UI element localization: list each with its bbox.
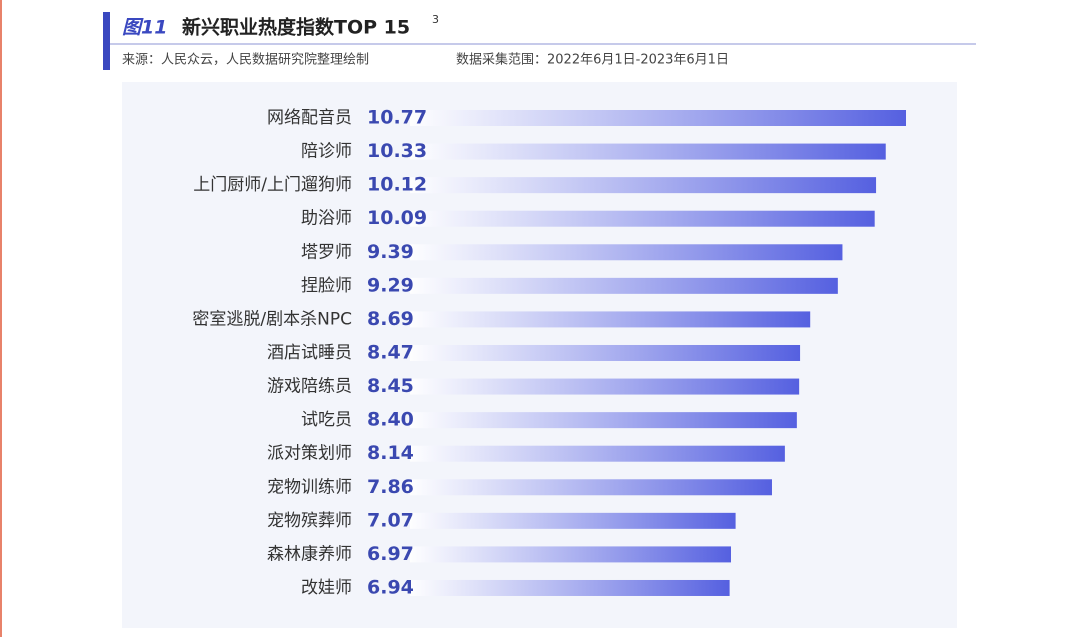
category-label: 森林康养师 <box>267 544 352 564</box>
value-label: 6.97 <box>367 543 414 565</box>
category-label: 助浴师 <box>301 209 352 229</box>
bar <box>410 378 800 395</box>
category-label: 网络配音员 <box>267 108 352 128</box>
value-label: 8.45 <box>367 375 414 397</box>
bar <box>410 479 772 496</box>
category-label: 密室逃脱/剧本杀NPC <box>192 309 352 329</box>
category-label: 试吃员 <box>301 410 352 430</box>
figure-number: 图11 <box>122 17 167 39</box>
bar <box>410 412 797 429</box>
value-label: 10.77 <box>367 107 427 129</box>
title-accent <box>103 12 110 70</box>
bar <box>410 512 736 529</box>
category-label: 宠物训练师 <box>267 477 352 497</box>
value-label: 9.39 <box>367 241 414 263</box>
bar <box>410 177 877 194</box>
bar <box>410 244 843 261</box>
value-label: 9.29 <box>367 274 414 296</box>
bar <box>410 546 731 563</box>
value-label: 8.40 <box>367 409 414 431</box>
value-label: 8.47 <box>367 341 414 363</box>
value-label: 10.33 <box>367 140 427 162</box>
bar <box>410 579 730 596</box>
bar <box>410 311 811 328</box>
category-label: 捏脸师 <box>301 276 352 296</box>
category-label: 陪诊师 <box>301 142 352 162</box>
category-label: 上门厨师/上门遛狗师 <box>193 175 352 195</box>
bar <box>410 143 886 160</box>
footnote-mark: 3 <box>432 13 439 26</box>
bar <box>410 277 838 294</box>
value-label: 8.69 <box>367 308 414 330</box>
value-label: 7.07 <box>367 509 414 531</box>
category-label: 塔罗师 <box>301 242 352 262</box>
value-label: 10.09 <box>367 207 427 229</box>
value-label: 8.14 <box>367 442 414 464</box>
date-range: 数据采集范围：2022年6月1日-2023年6月1日 <box>456 52 729 68</box>
category-label: 游戏陪练员 <box>267 377 352 397</box>
bar <box>410 344 801 361</box>
bar <box>410 445 785 462</box>
chart-title: 新兴职业热度指数TOP 15 <box>182 16 410 39</box>
value-label: 6.94 <box>367 576 414 598</box>
plot: 网络配音员 10.77 陪诊师 10.33 上门厨师/上门遛狗师 10.12 助浴师 10.0… <box>192 107 906 598</box>
category-label: 宠物殡葬师 <box>267 511 352 531</box>
bar <box>410 110 906 126</box>
category-label: 酒店试睡员 <box>267 343 352 363</box>
category-label: 派对策划师 <box>267 444 352 464</box>
value-label: 7.86 <box>367 476 414 498</box>
source: 来源：人民众云，人民数据研究院整理绘制 <box>122 53 369 68</box>
value-label: 10.12 <box>367 174 427 196</box>
bar <box>410 210 875 227</box>
edge-line <box>0 0 2 637</box>
category-label: 改娃师 <box>301 578 352 598</box>
